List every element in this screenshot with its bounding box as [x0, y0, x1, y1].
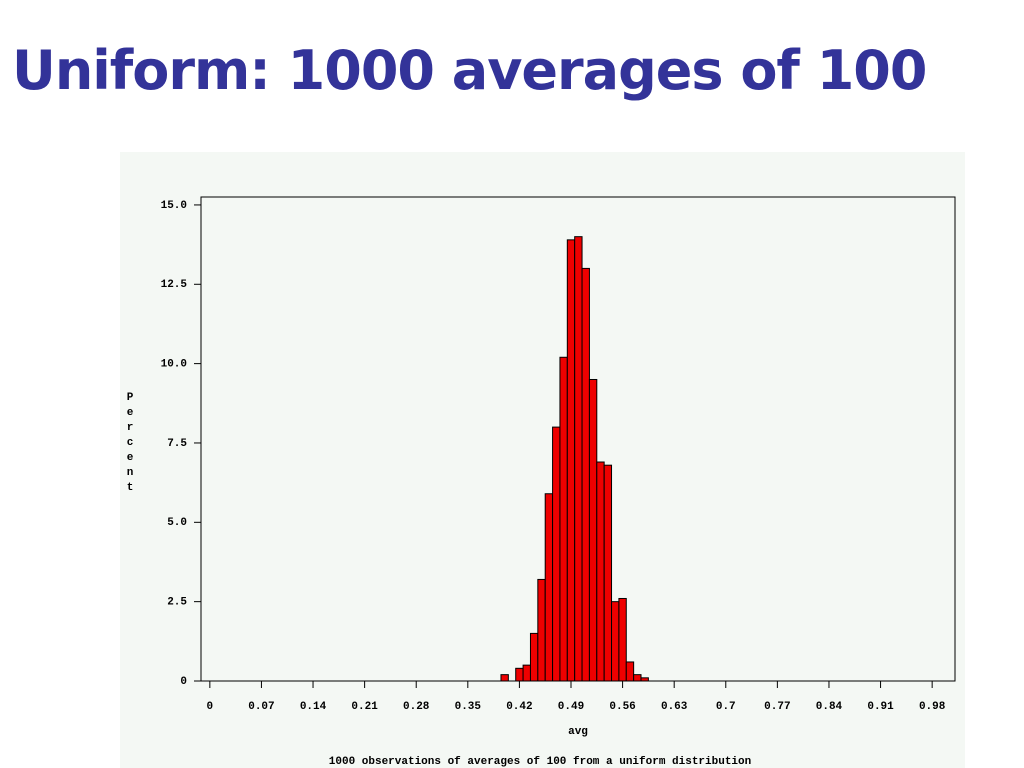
- x-tick-label: 0: [207, 701, 214, 713]
- y-tick-label: 10.0: [161, 359, 187, 371]
- x-tick-label: 0.21: [351, 701, 378, 713]
- bar: [544, 493, 554, 682]
- bar: [625, 661, 635, 682]
- bar: [581, 267, 590, 682]
- bar: [633, 674, 642, 682]
- bar: [537, 578, 546, 682]
- x-tick-label: 0.49: [558, 701, 584, 713]
- bar: [574, 236, 583, 682]
- x-tick-label: 0.77: [764, 701, 790, 713]
- x-axis-label: avg: [568, 726, 588, 738]
- x-tick-label: 0.56: [609, 701, 635, 713]
- x-tick-label: 0.42: [506, 701, 532, 713]
- x-tick-label: 0.91: [867, 701, 894, 713]
- bar: [618, 597, 627, 682]
- bar: [611, 601, 620, 682]
- bar: [566, 239, 576, 682]
- y-tick-label: 5.0: [167, 517, 187, 529]
- x-tick-label: 0.35: [455, 701, 482, 713]
- bar: [515, 667, 524, 682]
- y-tick-label: 0: [180, 676, 187, 688]
- x-tick-label: 0.7: [716, 701, 736, 713]
- bar: [640, 677, 649, 682]
- bar: [552, 426, 561, 682]
- x-tick-label: 0.98: [919, 701, 946, 713]
- caption: 1000 observations of averages of 100 fro…: [329, 756, 751, 768]
- x-tick-label: 0.28: [403, 701, 430, 713]
- x-tick-label: 0.14: [300, 701, 327, 713]
- bar: [522, 664, 531, 682]
- bar: [596, 461, 605, 682]
- slide-title: Uniform: 1000 averages of 100: [12, 39, 927, 102]
- x-tick-label: 0.07: [248, 701, 274, 713]
- y-tick-label: 7.5: [167, 438, 187, 450]
- bar: [588, 378, 598, 682]
- bar: [529, 632, 539, 682]
- y-tick-label: 12.5: [161, 279, 188, 291]
- y-tick-label: 15.0: [161, 200, 187, 212]
- x-tick-label: 0.84: [816, 701, 843, 713]
- x-tick-label: 0.63: [661, 701, 688, 713]
- bar: [500, 674, 509, 682]
- bar: [559, 356, 568, 682]
- y-tick-label: 2.5: [167, 597, 187, 609]
- bar: [603, 464, 613, 682]
